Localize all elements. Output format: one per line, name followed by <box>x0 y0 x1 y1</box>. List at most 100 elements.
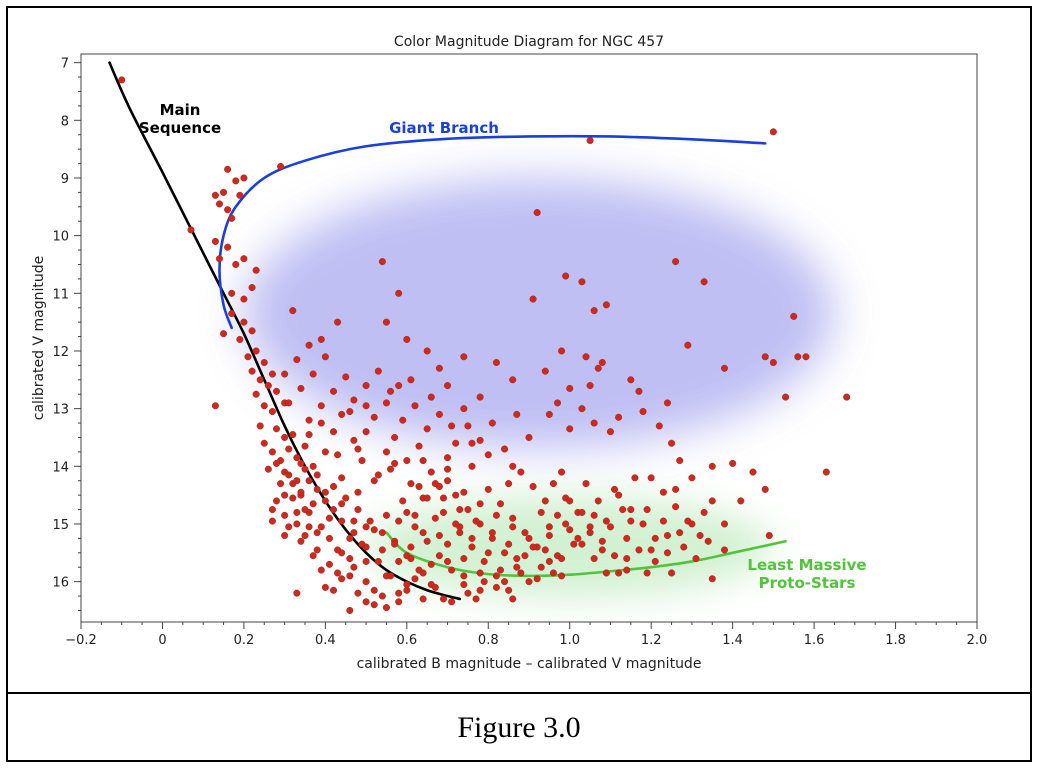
star-point <box>606 523 614 531</box>
star-point <box>321 583 329 591</box>
star-point <box>643 569 651 577</box>
star-point <box>794 353 802 361</box>
star-point <box>582 480 590 488</box>
star-point <box>611 552 619 560</box>
star-point <box>281 433 289 441</box>
star-point <box>513 555 521 563</box>
star-point <box>264 465 272 473</box>
star-point <box>419 457 427 465</box>
star-point <box>370 601 378 609</box>
proto-star-curve <box>385 531 787 578</box>
star-point <box>285 471 293 479</box>
star-point <box>313 471 321 479</box>
star-point <box>220 188 228 196</box>
star-point <box>224 165 232 173</box>
star-point <box>395 382 403 390</box>
y-tick-label: 7 <box>61 57 69 72</box>
star-point <box>362 598 370 606</box>
star-point <box>382 511 390 519</box>
star-point <box>240 295 248 303</box>
star-point <box>529 482 537 490</box>
star-point <box>272 459 280 467</box>
star-point <box>659 488 667 496</box>
star-point <box>411 523 419 531</box>
star-point <box>419 569 427 577</box>
star-point <box>330 506 338 514</box>
star-point <box>224 243 232 251</box>
star-point <box>362 428 370 436</box>
star-point <box>220 330 228 338</box>
star-point <box>330 482 338 490</box>
star-point <box>627 506 635 514</box>
figure-caption: Figure 3.0 <box>457 711 581 744</box>
star-point <box>431 514 439 522</box>
star-point <box>268 517 276 525</box>
star-point <box>378 546 386 554</box>
star-point <box>370 413 378 421</box>
x-tick-label: 1.4 <box>722 633 743 648</box>
star-point <box>444 454 452 462</box>
star-point <box>358 540 366 548</box>
star-point <box>325 560 333 568</box>
star-point <box>272 387 280 395</box>
star-point <box>663 399 671 407</box>
star-point <box>407 543 415 551</box>
star-point <box>293 454 301 462</box>
star-point <box>272 425 280 433</box>
star-point <box>460 572 468 580</box>
star-point <box>460 488 468 496</box>
star-point <box>623 555 631 563</box>
star-point <box>431 583 439 591</box>
star-point <box>321 353 329 361</box>
star-point <box>545 410 553 418</box>
main-sequence-label: Main <box>160 101 201 119</box>
star-point <box>330 586 338 594</box>
star-point <box>586 382 594 390</box>
star-point <box>720 546 728 554</box>
star-point <box>672 503 680 511</box>
star-point <box>460 353 468 361</box>
figure-frame <box>6 6 1032 762</box>
star-point <box>435 552 443 560</box>
star-point <box>672 485 680 493</box>
star-point <box>484 549 492 557</box>
star-point <box>647 474 655 482</box>
star-point <box>623 566 631 574</box>
x-tick-label: 0.2 <box>234 633 255 648</box>
star-point <box>545 532 553 540</box>
star-point <box>342 373 350 381</box>
star-point <box>407 555 415 563</box>
star-point <box>676 529 684 537</box>
star-point <box>362 557 370 565</box>
star-point <box>492 583 500 591</box>
star-point <box>382 318 390 326</box>
star-point <box>545 557 553 565</box>
star-point <box>321 497 329 505</box>
star-point <box>492 359 500 367</box>
star-point <box>211 402 219 410</box>
star-point <box>411 402 419 410</box>
star-point <box>444 540 452 548</box>
star-point <box>586 529 594 537</box>
star-point <box>228 214 236 222</box>
star-point <box>505 540 513 548</box>
star-point <box>407 376 415 384</box>
star-point <box>562 272 570 280</box>
star-point <box>594 364 602 372</box>
star-point <box>668 569 676 577</box>
star-point <box>264 382 272 390</box>
star-point <box>476 500 484 508</box>
star-point <box>476 436 484 444</box>
star-point <box>395 598 403 606</box>
star-point <box>382 604 390 612</box>
star-point <box>289 494 297 502</box>
star-point <box>700 508 708 516</box>
star-point <box>541 546 549 554</box>
star-point <box>277 162 285 170</box>
y-tick-label: 9 <box>61 172 69 187</box>
star-point <box>708 575 716 583</box>
star-point <box>370 477 378 485</box>
star-point <box>423 494 431 502</box>
star-point <box>765 532 773 540</box>
y-tick-label: 12 <box>52 345 69 360</box>
